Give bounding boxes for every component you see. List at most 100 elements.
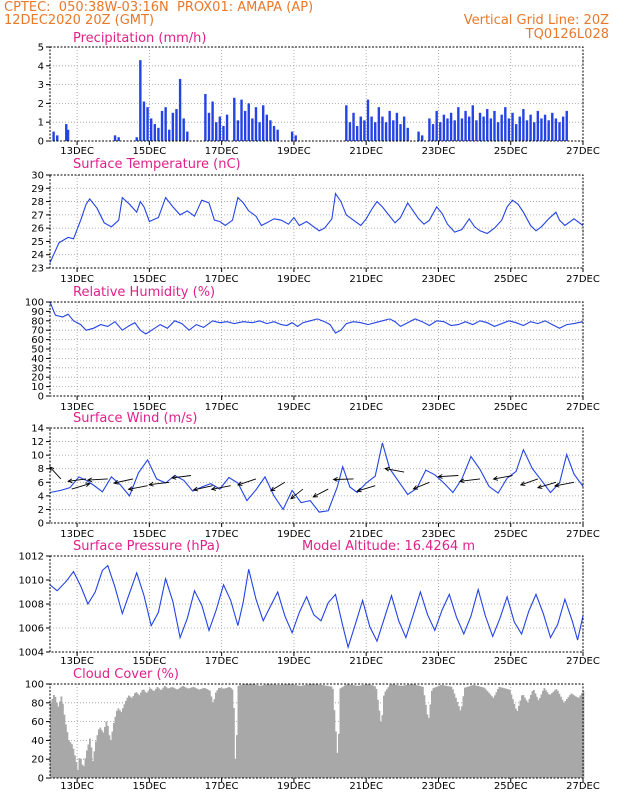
cloud-bar [378,710,381,778]
wind-arrow-head [170,475,177,480]
precip-bar [366,99,370,141]
y-tick-label: 2 [38,505,44,516]
cloud-bar [279,684,282,778]
cloud-bar [344,685,346,778]
cloud-bar [524,697,526,778]
cloud-bar [69,742,72,778]
cloud-bar [413,684,415,778]
y-tick-label: 0 [38,519,44,530]
cloud-bar [240,684,243,778]
cloud-bar [321,685,324,778]
y-tick-label: 0 [38,137,44,148]
precip-bar [222,125,225,141]
header-line-1: CPTEC: 050:38W-03:16N PROX01: AMAPA (AP) [4,0,314,15]
cloud-bar [392,684,394,778]
precip-bar [529,114,532,141]
cloud-bar [336,752,339,778]
cloud-bar [303,685,306,778]
wind-arrow-head [210,486,217,491]
cloud-bar [437,686,439,778]
cloud-bar [341,687,343,778]
cloud-bar [519,700,522,778]
series-line [49,564,584,650]
wind-arrow [357,485,376,492]
cloud-bar [72,748,75,778]
cloud-bar [227,687,229,778]
precip-bar [536,110,540,141]
cloud-bar [173,687,175,778]
cloud-bar [401,685,403,778]
cloud-bar [312,684,315,778]
cloud-bar [296,685,298,778]
cloud-bar [501,687,504,778]
precip-bar [460,118,464,141]
cloud-bar [356,685,358,778]
x-tick-label: 19DEC [277,402,311,413]
x-tick-label: 25DEC [494,402,528,413]
cloud-bar [438,685,441,778]
wind-arrow-head [536,484,543,489]
wind-arrow-head [85,482,91,488]
precip-bar [381,116,384,141]
panel-title: Surface Pressure (hPa) [73,539,220,554]
cloud-bar [164,686,166,778]
y-tick-label: 4 [38,61,44,72]
cloud-bar [332,688,334,778]
precip-bar [254,107,258,141]
cloud-bar [260,685,262,778]
cloud-bar [209,690,211,778]
cloud-bar [327,686,330,778]
precip-bar [352,112,355,141]
precip-bar [395,112,399,141]
cloud-bar [515,708,517,778]
precip-bar [565,110,568,141]
precip-bar [482,116,485,141]
cloud-bar [399,685,402,778]
cloud-bar [87,744,90,778]
cloud-bar [270,684,273,778]
cloud-bar [482,687,484,778]
cloud-bar [137,693,139,778]
cloud-bar [150,688,153,778]
panel-0: 0 1 2 3 4 5 13DEC 15DEC 17DEC 19DEC 21DEC 23DEC 25DE… [38,31,600,157]
wind-arrow [520,478,538,486]
cloud-bar [185,687,187,778]
y-tick-label: 1 [38,118,44,129]
cloud-bar [318,684,321,778]
y-tick-label: 27 [31,210,44,221]
cloud-bar [459,710,462,778]
cloud-bar [470,685,472,778]
precip-bar [377,107,381,141]
wind-arrow-head [148,481,154,487]
wind-arrow [385,468,405,473]
cloud-bar [384,691,387,778]
cloud-bar [423,695,426,778]
cloud-bar [315,684,318,778]
wind-arrow-head [492,476,498,481]
cloud-bar [551,693,553,778]
x-tick-label: 13DEC [60,146,94,157]
cloud-bar [98,729,100,778]
cloud-bar [180,686,183,778]
precip-bar [399,124,402,141]
x-tick-label: 27DEC [566,146,600,157]
cloud-bar [396,685,399,778]
cloud-bar [531,691,534,778]
cloud-bar [66,732,69,778]
cloud-bar [360,685,363,778]
cloud-bar [560,696,562,778]
precip-bar [431,124,435,141]
cloud-bar [56,702,58,778]
precip-bar [345,105,348,141]
cloud-bar [372,685,375,778]
x-tick-label: 17DEC [205,146,239,157]
y-tick-label: 8 [38,464,44,475]
precip-bar [420,135,424,141]
cloud-bar [549,694,552,778]
panel-4: 1004 1006 1008 1010 1012 13DEC 15DEC 17DEC 19DEC… [19,539,600,667]
cloud-bar [275,684,277,778]
x-tick-label: 25DEC [494,529,528,540]
cloud-bar [395,684,397,778]
y-tick-label: 1006 [19,624,44,635]
precip-bar [547,120,550,141]
